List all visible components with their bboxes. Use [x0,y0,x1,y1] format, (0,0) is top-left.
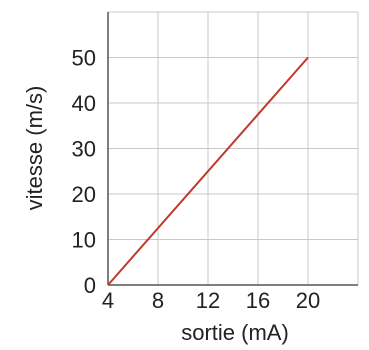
y-axis-label: vitesse (m/s) [22,86,47,211]
grid [107,11,359,286]
x-tick-label: 12 [196,288,220,313]
x-tick-label: 20 [296,288,320,313]
x-tick-labels: 4 8 12 16 20 [102,288,320,313]
x-tick-label: 16 [246,288,270,313]
y-tick-label: 0 [84,273,96,298]
y-tick-label: 30 [72,137,96,162]
x-tick-label: 8 [152,288,164,313]
y-tick-label: 20 [72,182,96,207]
y-tick-label: 10 [72,228,96,253]
x-axis-label: sortie (mA) [181,320,289,345]
y-tick-labels: 0 10 20 30 40 50 [72,46,96,299]
plot-frame [107,12,358,286]
y-tick-label: 40 [72,91,96,116]
x-tick-label: 4 [102,288,114,313]
y-tick-label: 50 [72,46,96,71]
series [107,56,309,286]
series-line [107,56,309,286]
